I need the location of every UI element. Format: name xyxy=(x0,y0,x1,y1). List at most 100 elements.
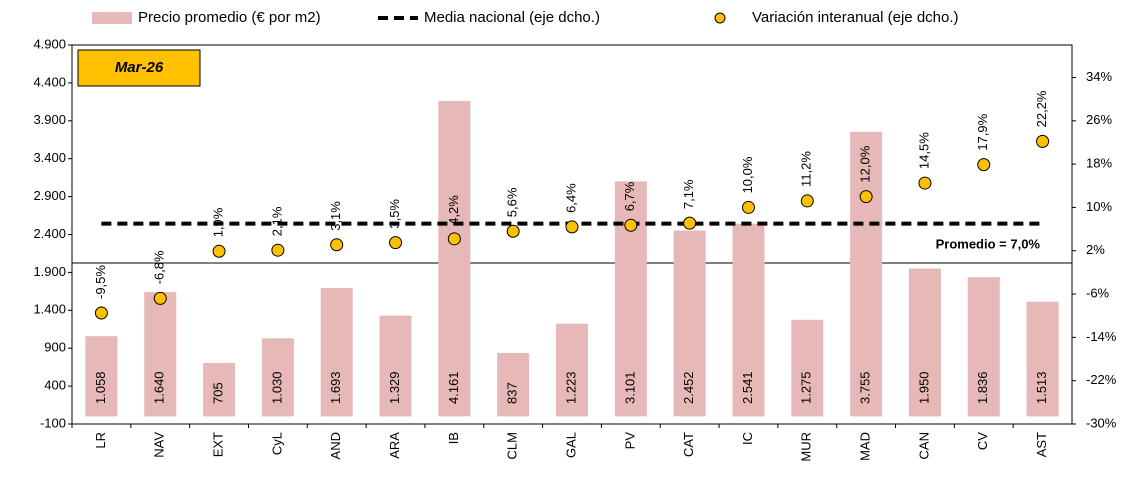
point-label: 10,0% xyxy=(740,156,755,193)
bar-label: 2.452 xyxy=(681,371,696,404)
bar-label: 1.030 xyxy=(269,371,284,404)
y-tick-label: 1.900 xyxy=(33,264,66,279)
y2-tick-label: -22% xyxy=(1086,372,1117,387)
bar xyxy=(320,288,353,417)
point-label: 6,4% xyxy=(563,183,578,213)
point-label: 17,9% xyxy=(975,113,990,150)
x-tick-label: GAL xyxy=(563,432,578,458)
bar xyxy=(1026,301,1059,417)
x-tick-label: CAN xyxy=(916,432,931,459)
point xyxy=(153,291,167,305)
bar xyxy=(556,323,588,417)
point xyxy=(212,244,226,258)
x-tick-label: EXT xyxy=(210,432,225,457)
point xyxy=(683,216,697,230)
y-tick-label: -100 xyxy=(40,415,66,430)
bar xyxy=(203,362,236,417)
bar-label: 1.223 xyxy=(563,371,578,404)
point xyxy=(1036,134,1050,148)
bar xyxy=(967,277,1000,417)
average-label: Promedio = 7,0% xyxy=(936,236,1041,251)
legend-label: Media nacional (eje dcho.) xyxy=(424,9,600,26)
y-tick-label: 2.400 xyxy=(33,226,66,241)
bar xyxy=(379,315,412,417)
y-tick-label: 3.400 xyxy=(33,150,66,165)
y2-tick-label: 34% xyxy=(1086,69,1112,84)
bar-label: 1.836 xyxy=(975,371,990,404)
point-label: 3,5% xyxy=(387,199,402,229)
x-tick-label: LR xyxy=(93,432,108,449)
point-label: 5,6% xyxy=(505,187,520,217)
point xyxy=(565,220,579,234)
point xyxy=(624,218,638,232)
bar xyxy=(908,268,941,417)
point-label: 22,2% xyxy=(1034,90,1049,127)
y2-tick-label: 10% xyxy=(1086,199,1112,214)
point-label: -6,8% xyxy=(152,250,167,284)
y2-tick-label: -30% xyxy=(1086,415,1117,430)
bar xyxy=(144,292,177,417)
x-tick-label: PV xyxy=(622,432,637,450)
y-tick-label: 900 xyxy=(44,340,66,355)
x-tick-label: AST xyxy=(1034,432,1049,457)
point xyxy=(741,200,755,214)
bar-label: 1.329 xyxy=(387,371,402,404)
y-tick-label: 1.400 xyxy=(33,302,66,317)
point-label: 1,9% xyxy=(210,207,225,237)
bar xyxy=(85,336,118,417)
bar-label: 837 xyxy=(505,382,520,404)
point xyxy=(859,190,873,204)
y2-tick-label: -6% xyxy=(1086,285,1110,300)
point xyxy=(800,194,814,208)
x-tick-label: AND xyxy=(328,432,343,459)
point xyxy=(506,224,520,238)
legend-label: Precio promedio (€ por m2) xyxy=(138,9,321,26)
point-label: 3,1% xyxy=(328,201,343,231)
bar-label: 1.693 xyxy=(328,371,343,404)
bar-label: 705 xyxy=(210,382,225,404)
x-tick-label: ARA xyxy=(387,432,402,459)
x-tick-label: CAT xyxy=(681,432,696,457)
y-tick-label: 3.900 xyxy=(33,112,66,127)
bar xyxy=(261,338,294,417)
point xyxy=(389,236,403,250)
bar-label: 3.101 xyxy=(622,371,637,404)
bar xyxy=(438,101,471,417)
point-label: 7,1% xyxy=(681,179,696,209)
y-tick-label: 400 xyxy=(44,378,66,393)
bar-label: 1.275 xyxy=(799,371,814,404)
bar-label: 1.640 xyxy=(152,371,167,404)
y-tick-label: 4.400 xyxy=(33,74,66,89)
x-tick-label: CV xyxy=(975,432,990,450)
point-label: -9,5% xyxy=(93,265,108,299)
x-tick-label: MUR xyxy=(799,432,814,462)
x-tick-label: CyL xyxy=(269,432,284,455)
y-tick-label: 4.900 xyxy=(33,36,66,51)
bar xyxy=(673,230,706,417)
point xyxy=(94,306,108,320)
bar xyxy=(732,223,765,417)
y-tick-label: 2.900 xyxy=(33,188,66,203)
bar-label: 2.541 xyxy=(740,371,755,404)
y2-tick-label: 2% xyxy=(1086,242,1105,257)
bar-label: 1.058 xyxy=(93,371,108,404)
point-label: 4,2% xyxy=(446,195,461,225)
point-label: 14,5% xyxy=(916,132,931,169)
point xyxy=(271,243,285,257)
y2-tick-label: 18% xyxy=(1086,156,1112,171)
bar xyxy=(791,319,824,417)
bar-label: 3.755 xyxy=(858,371,873,404)
bar xyxy=(497,352,530,417)
point-label: 11,2% xyxy=(799,151,814,187)
point-label: 6,7% xyxy=(622,181,637,211)
bar-label: 1.950 xyxy=(916,371,931,404)
date-box xyxy=(77,49,201,87)
bar-label: 4.161 xyxy=(446,371,461,404)
point xyxy=(447,232,461,246)
point xyxy=(918,176,932,190)
legend-swatch xyxy=(92,12,132,24)
x-tick-label: MAD xyxy=(858,432,873,461)
x-tick-label: CLM xyxy=(505,432,520,459)
x-tick-label: IC xyxy=(740,432,755,445)
